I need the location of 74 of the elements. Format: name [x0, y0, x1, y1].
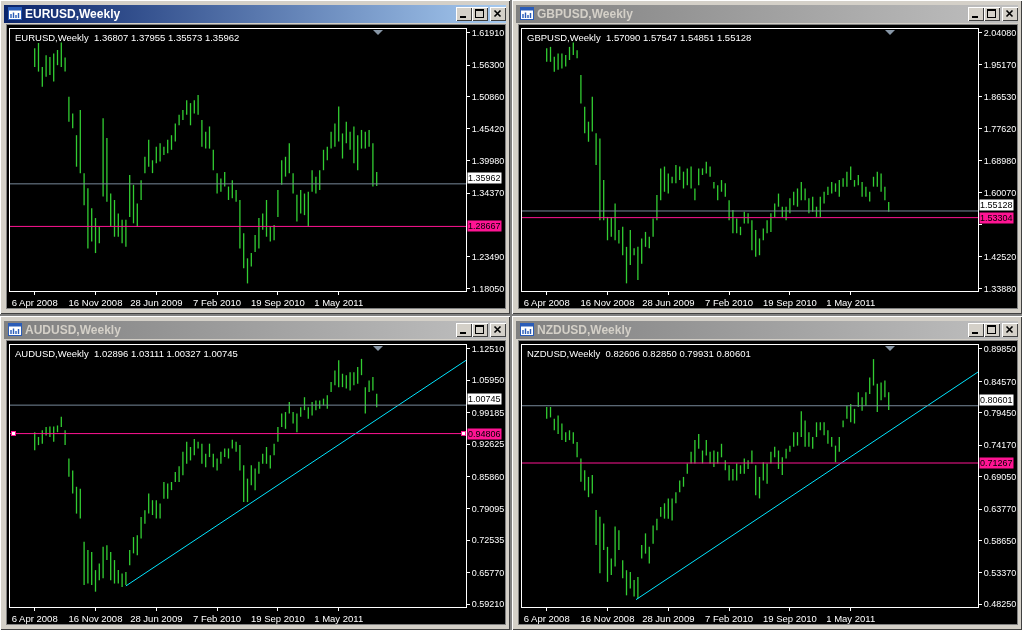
x-tick-label: 6 Apr 2008 — [523, 613, 570, 625]
y-tick-label: 2.04080 — [983, 27, 1017, 38]
y-tick-label: 1.60070 — [983, 188, 1017, 199]
y-tick-label: 1.77620 — [983, 124, 1017, 135]
chart-title: AUDUSD,Weekly — [25, 323, 121, 337]
x-tick-label: 1 May 2011 — [314, 613, 364, 625]
y-tick-label: 0.79450 — [983, 407, 1017, 418]
ref-line-label: 0.71267 — [980, 458, 1013, 468]
ref-line-label: 1.35962 — [468, 173, 501, 183]
y-tick-label: 0.69050 — [983, 471, 1017, 482]
y-tick-label: 0.53370 — [983, 567, 1017, 578]
x-tick-label: 7 Feb 2010 — [705, 613, 754, 625]
ref-line-label: 1.00745 — [468, 394, 501, 404]
annotation: AUDUSD,Weekly 1.02896 1.03111 1.00327 1.00745 — [15, 348, 238, 359]
chart-title: GBPUSD,Weekly — [537, 7, 633, 21]
x-tick-label: 19 Sep 2010 — [250, 613, 305, 625]
ref-line-label: 1.55128 — [980, 200, 1013, 210]
y-tick-label: 1.50860 — [471, 92, 505, 103]
x-tick-label: 16 Nov 2008 — [580, 613, 635, 625]
x-tick-label: 16 Nov 2008 — [68, 297, 123, 309]
y-tick-label: 1.05950 — [471, 375, 505, 386]
y-tick-label: 0.89850 — [983, 344, 1017, 355]
x-tick-label: 28 Jun 2009 — [642, 297, 695, 309]
y-tick-label: 0.79095 — [471, 503, 505, 514]
y-tick-label: 0.84570 — [983, 376, 1017, 387]
x-tick-label: 28 Jun 2009 — [642, 613, 695, 625]
chart-title: NZDUSD,Weekly — [537, 323, 632, 337]
chart-title: EURUSD,Weekly — [25, 7, 121, 21]
ref-line-label: 1.53304 — [980, 213, 1013, 223]
y-tick-label: 1.42520 — [983, 252, 1017, 263]
y-tick-label: 1.33880 — [983, 283, 1017, 294]
x-tick-label: 1 May 2011 — [826, 613, 876, 625]
x-tick-label: 7 Feb 2010 — [193, 297, 242, 309]
y-tick-label: 1.86530 — [983, 91, 1017, 102]
y-tick-label: 0.99185 — [471, 407, 505, 418]
x-tick-label: 28 Jun 2009 — [130, 613, 183, 625]
annotation: NZDUSD,Weekly 0.82606 0.82850 0.79931 0.80601 — [527, 348, 751, 359]
x-tick-label: 16 Nov 2008 — [580, 297, 635, 309]
y-tick-label: 1.68980 — [983, 155, 1017, 166]
y-tick-label: 1.95170 — [983, 60, 1017, 71]
x-tick-label: 1 May 2011 — [314, 297, 364, 309]
y-tick-label: 0.85860 — [471, 471, 505, 482]
x-tick-label: 6 Apr 2008 — [523, 297, 570, 309]
ref-line-label: 0.94806 — [468, 429, 501, 439]
y-tick-label: 1.34370 — [471, 188, 505, 199]
x-tick-label: 6 Apr 2008 — [11, 297, 58, 309]
x-tick-label: 7 Feb 2010 — [705, 297, 754, 309]
x-tick-label: 1 May 2011 — [826, 297, 876, 309]
annotation: GBPUSD,Weekly 1.57090 1.57547 1.54851 1.55128 — [527, 32, 752, 43]
y-tick-label: 0.63770 — [983, 504, 1017, 515]
x-tick-label: 16 Nov 2008 — [68, 613, 123, 625]
ref-line-label: 0.80601 — [980, 395, 1013, 405]
y-tick-label: 1.39980 — [471, 155, 505, 166]
x-tick-label: 19 Sep 2010 — [250, 297, 305, 309]
y-tick-label: 1.18050 — [471, 283, 505, 294]
y-tick-label: 1.56300 — [471, 60, 505, 71]
y-tick-label: 0.74170 — [983, 440, 1017, 451]
y-tick-label: 0.92625 — [471, 439, 505, 450]
y-tick-label: 0.48250 — [983, 599, 1017, 610]
ref-line-label: 1.28667 — [468, 221, 501, 231]
x-tick-label: 7 Feb 2010 — [193, 613, 242, 625]
y-tick-label: 1.45420 — [471, 123, 505, 134]
y-tick-label: 1.23490 — [471, 251, 505, 262]
y-tick-label: 0.59210 — [471, 599, 505, 610]
y-tick-label: 1.12510 — [471, 343, 505, 354]
x-tick-label: 19 Sep 2010 — [762, 297, 817, 309]
annotation: EURUSD,Weekly 1.36807 1.37955 1.35573 1.35962 — [15, 32, 240, 43]
y-tick-label: 0.58650 — [983, 535, 1017, 546]
y-tick-label: 1.61910 — [471, 27, 505, 38]
x-tick-label: 28 Jun 2009 — [130, 297, 183, 309]
y-tick-label: 0.72535 — [471, 535, 505, 546]
x-tick-label: 19 Sep 2010 — [762, 613, 817, 625]
x-tick-label: 6 Apr 2008 — [11, 613, 58, 625]
y-tick-label: 0.65770 — [471, 567, 505, 578]
